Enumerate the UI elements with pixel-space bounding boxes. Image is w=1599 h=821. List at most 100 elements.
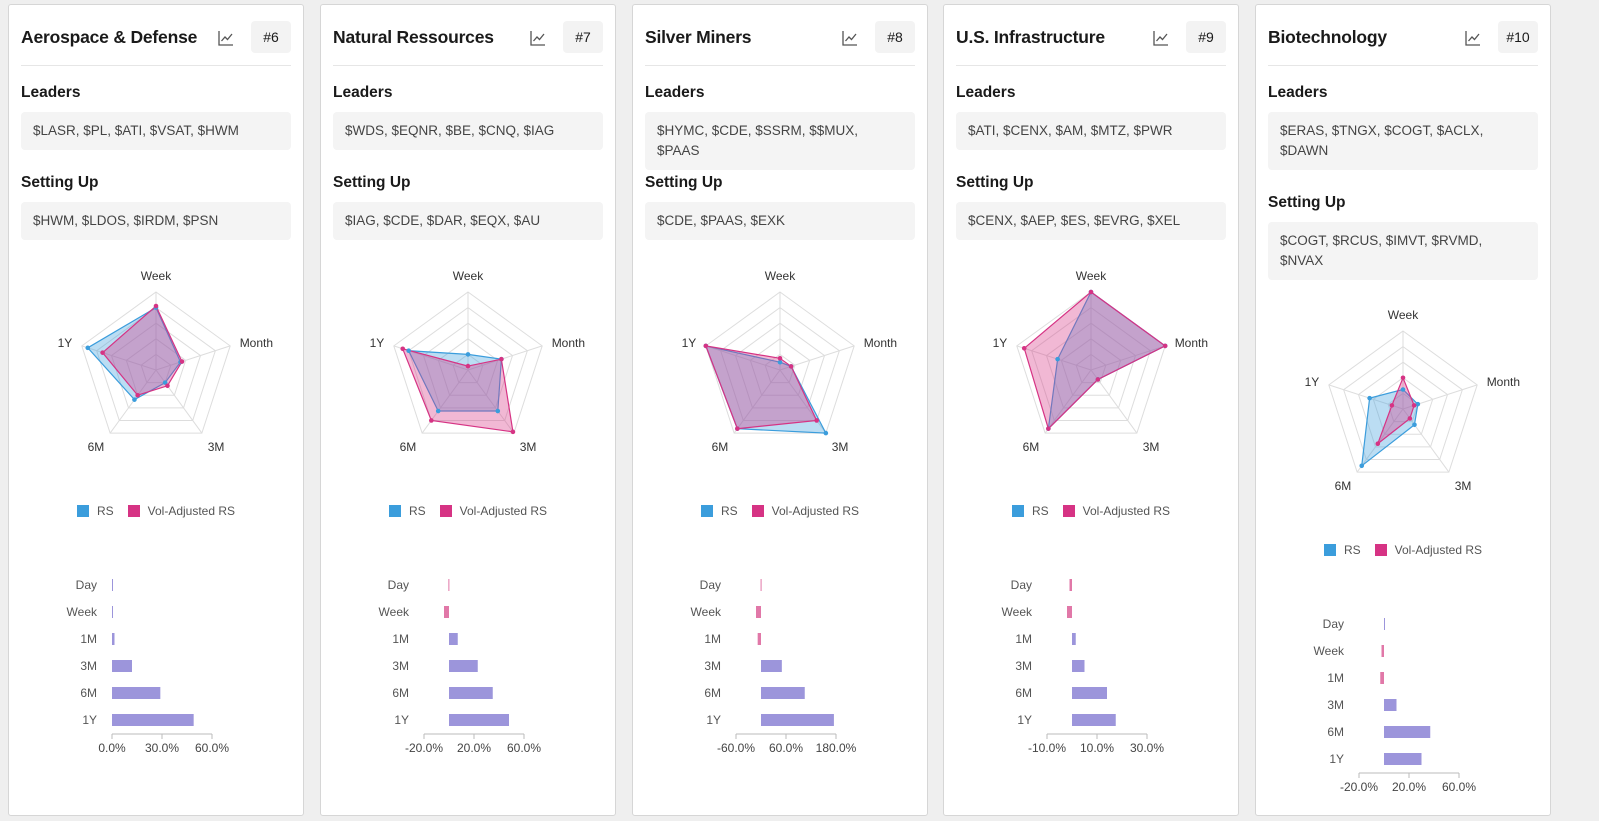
bar-category-label: 3M [80,659,97,673]
x-tick-label: 180.0% [816,741,857,755]
bar [1380,672,1384,684]
leaders-tickers: $HYMC, $CDE, $SSRM, $$MUX, $PAAS [645,112,915,170]
legend-swatch-rs [1323,544,1336,556]
chart-legend: RS Vol-Adjusted RS [9,504,303,518]
radar-point [1375,441,1381,447]
setting-up-tickers: $COGT, $RCUS, $IMVT, $RVMD, $NVAX [1268,222,1538,280]
leaders-heading: Leaders [333,84,393,101]
legend-item-vol-adjusted-rs[interactable]: Vol-Adjusted RS [1062,504,1171,518]
radar-grid-ring [422,322,514,409]
bar [444,606,449,618]
bar [1072,687,1107,699]
radar-series-vol-adjusted-rs [1023,291,1167,430]
bar [1067,606,1072,618]
legend-label-rs: RS [1343,543,1361,557]
radar-point [1162,343,1168,349]
legend-item-rs[interactable]: RS [1323,543,1361,557]
line-chart-icon[interactable] [217,29,235,47]
bar-chart: Day Week 1M 3M 6M 1Y0.0% 30.0% 60.0% [67,578,230,755]
legend-swatch-vol [439,505,452,517]
chart-legend: RS Vol-Adjusted RS [1256,543,1550,557]
radar-grid-ring [764,353,796,384]
legend-item-vol-adjusted-rs[interactable]: Vol-Adjusted RS [751,504,859,518]
card-header: Biotechnology #10 [1268,5,1538,66]
legend-swatch-rs [388,505,401,517]
radar-grid-ring [408,306,528,421]
radar-grid-ring [734,322,826,409]
bar [112,606,113,618]
bar [756,606,761,618]
radar-axis-label: Week [1388,308,1419,322]
bar [761,687,805,699]
radar-axis-label: Month [1175,336,1208,350]
sector-card: Aerospace & Defense #6 Leaders $LASR, $P… [8,4,304,816]
radar-point [1400,375,1406,381]
legend-item-vol-adjusted-rs[interactable]: Vol-Adjusted RS [127,504,235,518]
radar-point [814,418,819,423]
legend-label-rs: RS [96,504,114,518]
sector-card: Biotechnology #10 Leaders $ERAS, $TNGX, … [1255,4,1551,816]
bar [761,714,834,726]
radar-spoke [733,369,781,434]
radar-spoke [467,345,543,371]
bar [1384,699,1397,711]
line-chart-icon[interactable] [1464,29,1482,47]
legend-item-rs[interactable]: RS [388,504,426,518]
legend-item-vol-adjusted-rs[interactable]: Vol-Adjusted RS [1374,543,1482,557]
radar-point [1055,356,1060,362]
bar-chart: Day Week 1M 3M 6M 1Y -20.0% 20.0% 60.0% [1314,617,1477,794]
bar [112,633,115,645]
line-chart-icon[interactable] [529,29,547,47]
radar-grid-ring [110,322,202,409]
rank-badge: #9 [1186,21,1226,53]
legend-item-rs[interactable]: RS [700,504,738,518]
bar-category-label: 6M [1015,686,1032,700]
line-chart-icon[interactable] [1152,29,1170,47]
bar [1381,645,1384,657]
chart-legend: RS Vol-Adjusted RS [633,504,927,518]
radar-point [1411,403,1417,408]
card-header: Aerospace & Defense #6 [21,5,291,66]
leaders-tickers: $ERAS, $TNGX, $COGT, $ACLX, $DAWN [1268,112,1538,170]
radar-point [135,392,140,398]
radar-grid-ring [1328,330,1478,473]
card-title: Silver Miners [645,27,752,47]
radar-spoke [155,369,203,434]
radar-grid-ring [1031,306,1151,421]
radar-point [1415,401,1421,407]
line-chart-icon[interactable] [841,29,859,47]
bar-category-label: 6M [704,686,721,700]
bar-category-label: Week [1314,644,1345,658]
x-tick-label: 20.0% [1392,780,1426,794]
x-tick-label: -60.0% [717,741,755,755]
x-tick-label: 60.0% [195,741,229,755]
setting-up-heading: Setting Up [1268,194,1346,211]
radar-series-rs [407,350,503,412]
radar-grid-ring [96,306,216,421]
bar-category-label: 3M [704,659,721,673]
card-title: Natural Ressources [333,27,494,47]
legend-swatch-rs [700,505,713,517]
legend-item-rs[interactable]: RS [1011,504,1049,518]
radar-series-vol-adjusted-rs [101,305,183,396]
bar-category-label: 3M [1015,659,1032,673]
legend-item-vol-adjusted-rs[interactable]: Vol-Adjusted RS [439,504,547,518]
bar-category-label: Day [76,578,97,592]
legend-label-vol: Vol-Adjusted RS [1082,504,1171,518]
bar-chart: Day Week 1M 3M 6M 1Y -20.0% 20.0% 60.0% [379,578,542,755]
sector-card: Natural Ressources #7 Leaders $WDS, $EQN… [320,4,616,816]
x-tick-label: -20.0% [405,741,443,755]
card-header: U.S. Infrastructure #9 [956,5,1226,66]
radar-axis-label: 6M [400,440,417,454]
radar-point [465,363,471,369]
bar [757,633,761,645]
bar-category-label: Day [700,578,721,592]
legend-item-rs[interactable]: RS [76,504,114,518]
bar [449,660,478,672]
radar-grid-ring [140,353,172,384]
legend-swatch-vol [1374,544,1387,556]
bar-chart: Day Week 1M 3M 6M 1Y -10.0% 10.0% 30.0% [1002,578,1165,755]
radar-axis-label: 3M [208,440,225,454]
x-tick-label: 0.0% [98,741,126,755]
